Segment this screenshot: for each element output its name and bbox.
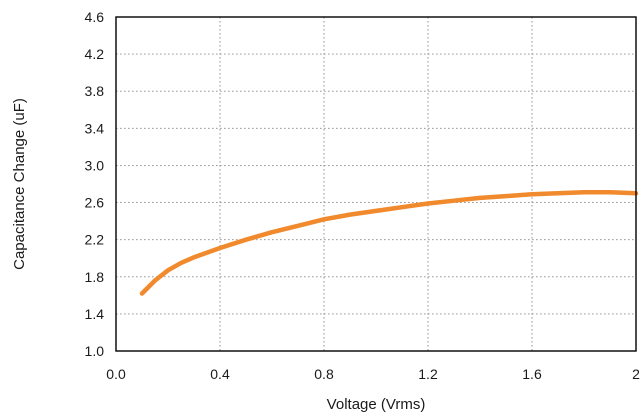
x-tick-label: 2: [632, 366, 640, 382]
y-axis-ticks: 1.0 1.4 1.8 2.2 2.6 3.0 3.4 3.8 4.2 4.6: [85, 9, 105, 359]
y-tick-label: 4.6: [85, 9, 105, 25]
y-tick-label: 2.6: [85, 195, 105, 211]
grid-lines: [116, 17, 636, 351]
y-tick-label: 3.4: [85, 120, 105, 136]
series-line: [139, 190, 639, 296]
y-tick-label: 1.8: [85, 269, 105, 285]
x-tick-label: 1.2: [418, 366, 438, 382]
y-tick-label: 4.2: [85, 46, 105, 62]
x-axis-title: Voltage (Vrms): [327, 396, 426, 412]
y-tick-label: 2.2: [85, 232, 105, 248]
x-axis-ticks: 0.0 0.4 0.8 1.2 1.6 2: [106, 366, 640, 382]
x-tick-label: 0.0: [106, 366, 126, 382]
y-tick-label: 3.8: [85, 83, 105, 99]
x-tick-label: 1.6: [522, 366, 542, 382]
y-tick-label: 1.4: [85, 306, 105, 322]
x-tick-label: 0.4: [210, 366, 230, 382]
series-layer: [139, 190, 639, 296]
plot-frame: [115, 16, 637, 352]
x-tick-label: 0.8: [314, 366, 334, 382]
y-tick-label: 1.0: [85, 343, 105, 359]
y-tick-label: 3.0: [85, 157, 105, 173]
y-axis-title: Capacitance Change (uF): [11, 98, 28, 270]
